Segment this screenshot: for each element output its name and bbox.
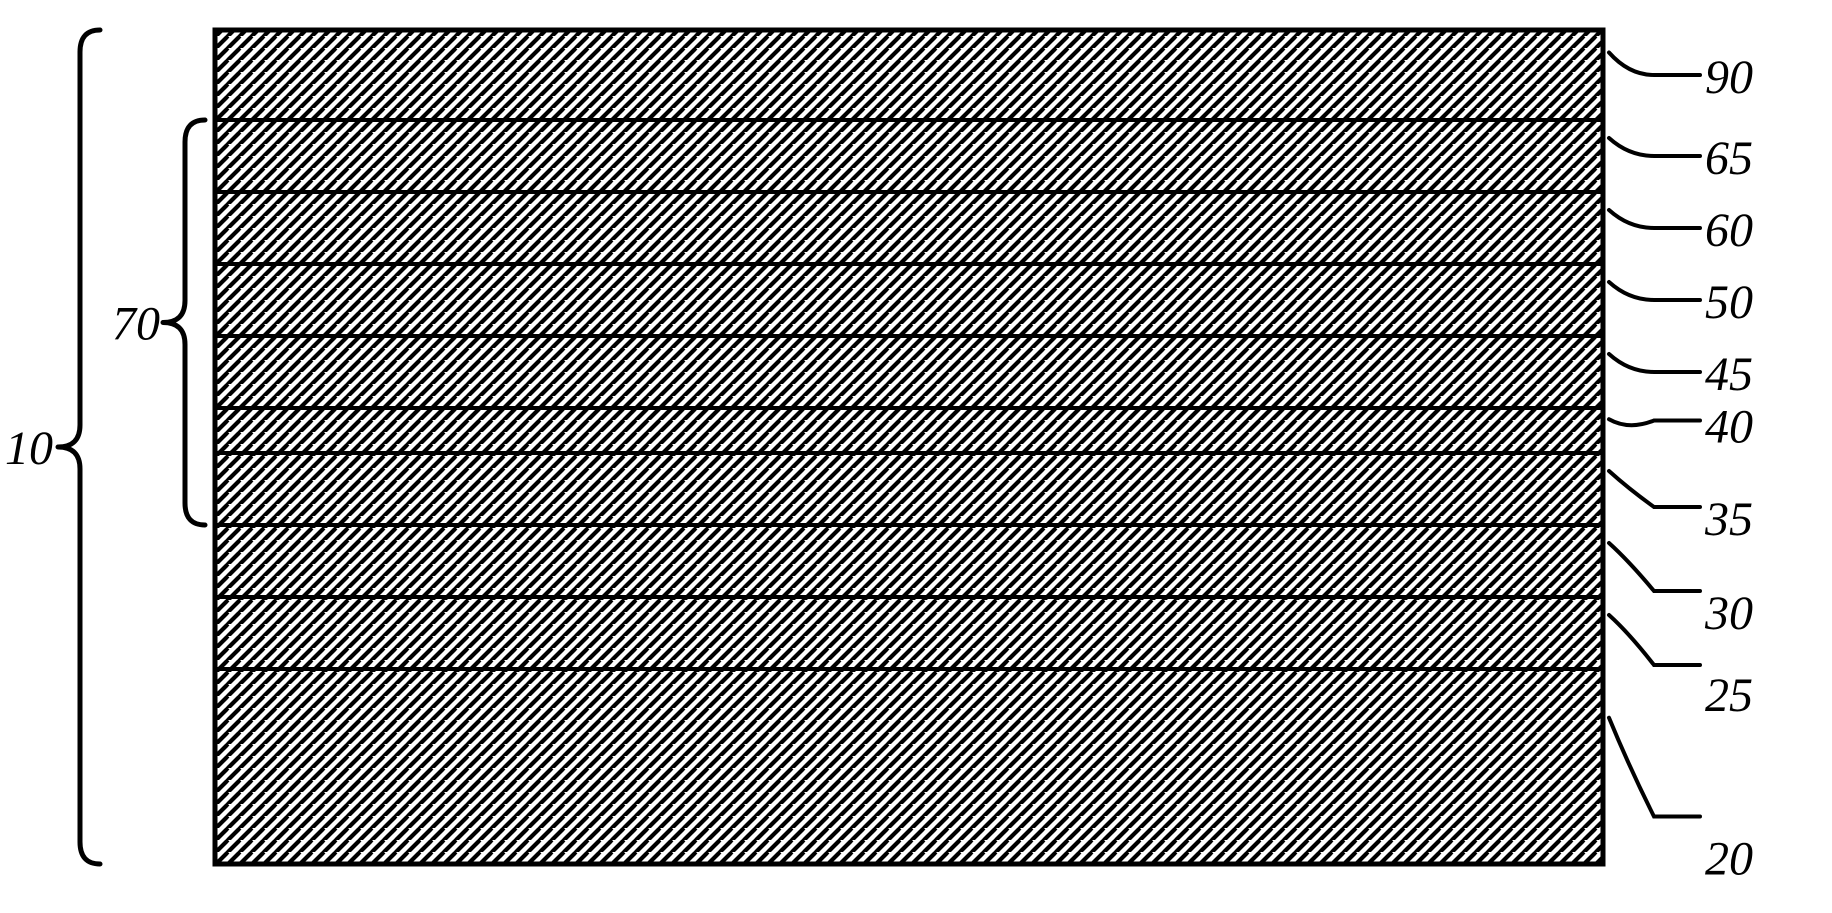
layer-label-40: 40: [1705, 401, 1753, 454]
leader-50: [1609, 282, 1700, 300]
brace-10: [58, 30, 100, 864]
layer-label-25: 25: [1705, 669, 1753, 722]
layer-label-65: 65: [1705, 132, 1753, 185]
layer-label-20: 20: [1705, 833, 1753, 886]
leader-30: [1609, 543, 1700, 591]
layer-30: [215, 525, 1603, 597]
leader-45: [1609, 354, 1700, 372]
layer-40: [215, 408, 1603, 453]
diagram-canvas: 90 65 60 50 4540 35 30 25 20 70 10: [0, 0, 1832, 913]
layer-20: [215, 669, 1603, 864]
brace-label-70: 70: [112, 297, 160, 350]
leader-65: [1609, 138, 1700, 156]
leader-35: [1609, 471, 1700, 507]
layer-25: [215, 597, 1603, 669]
layer-50: [215, 264, 1603, 336]
layer-45: [215, 336, 1603, 408]
brace-label-10: 10: [5, 422, 53, 475]
layer-label-50: 50: [1705, 276, 1753, 329]
leader-40: [1609, 419, 1700, 425]
leader-25: [1609, 615, 1700, 665]
leader-90: [1609, 53, 1700, 76]
layer-90: [215, 30, 1603, 120]
layer-label-35: 35: [1704, 493, 1753, 546]
layer-65: [215, 120, 1603, 192]
brace-70: [163, 120, 205, 525]
layer-label-45: 45: [1705, 348, 1753, 401]
layer-35: [215, 453, 1603, 525]
layer-label-90: 90: [1705, 51, 1753, 104]
layer-label-60: 60: [1705, 204, 1753, 257]
layer-60: [215, 192, 1603, 264]
leader-20: [1609, 718, 1700, 817]
leader-60: [1609, 210, 1700, 228]
layer-label-30: 30: [1704, 587, 1753, 640]
